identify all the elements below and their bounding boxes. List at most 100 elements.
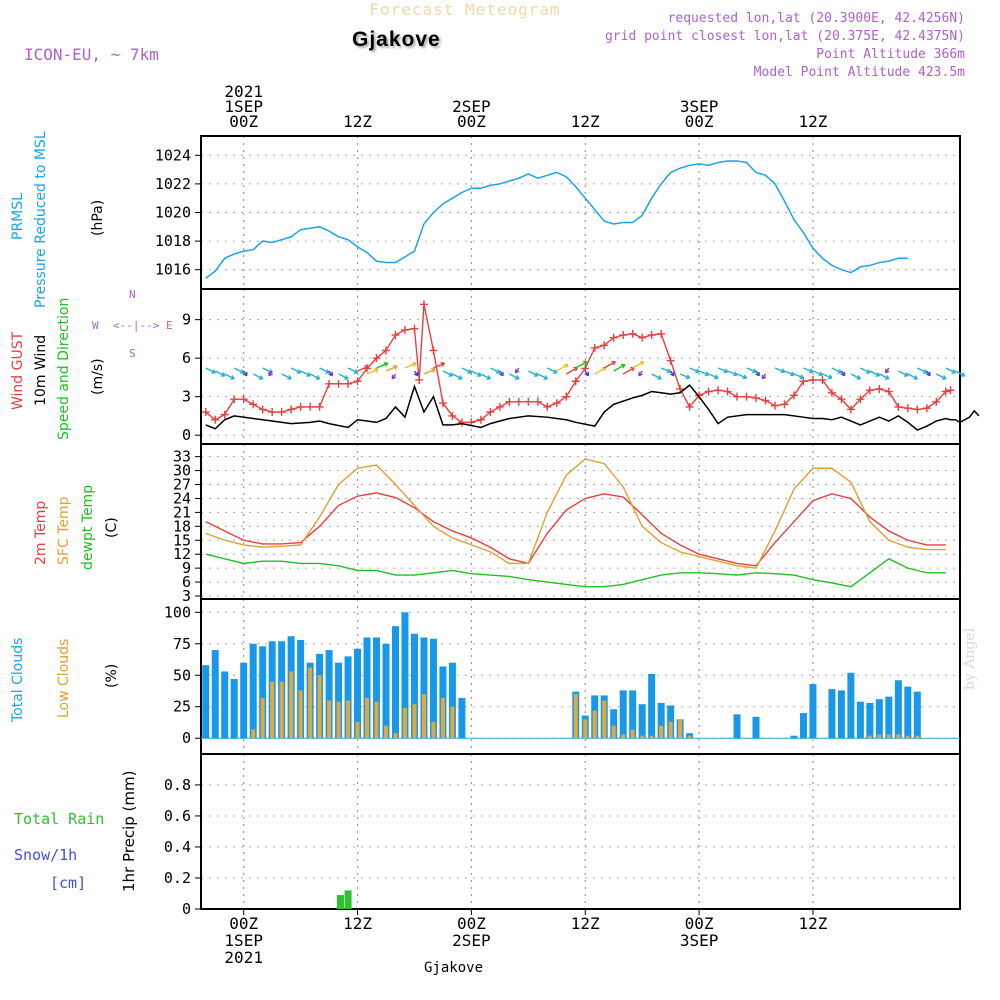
y-tick-label: 0.2 bbox=[164, 869, 191, 887]
total-cloud-bar bbox=[799, 713, 807, 739]
wind-direction-arrowhead bbox=[296, 369, 302, 374]
wind-gust-point bbox=[344, 379, 353, 388]
low-cloud-bar bbox=[640, 735, 645, 739]
wind-direction-arrowhead bbox=[391, 374, 397, 380]
wind-direction-arrowhead bbox=[620, 363, 626, 369]
wind-direction-arrow bbox=[898, 370, 909, 377]
wind-gust-point bbox=[419, 300, 428, 309]
wind-gust-point bbox=[827, 388, 836, 397]
low-cloud-bar bbox=[583, 719, 588, 739]
wind-direction-arrowhead bbox=[239, 369, 245, 374]
wind-gust-point bbox=[315, 402, 324, 411]
low-cloud-bar bbox=[374, 701, 379, 739]
wind-gust-point bbox=[780, 400, 789, 409]
compass-s: S bbox=[129, 347, 136, 360]
wind-gust-point bbox=[552, 399, 561, 408]
wind-direction-arrowhead bbox=[325, 369, 330, 374]
wind-direction-arrowhead bbox=[742, 374, 748, 380]
wind-direction-arrow bbox=[679, 373, 690, 379]
wind-gust-point bbox=[619, 331, 628, 340]
wind-gust-point bbox=[353, 377, 362, 386]
wind-gust-point bbox=[865, 386, 874, 395]
wind-direction-arrow bbox=[376, 362, 388, 369]
wind-direction-arrow bbox=[660, 367, 672, 373]
wind-direction-arrow bbox=[812, 370, 823, 376]
y-tick-label: 21 bbox=[173, 503, 191, 521]
wind-gust-point bbox=[476, 415, 485, 424]
low-cloud-bar bbox=[251, 729, 256, 739]
wind-direction-arrow bbox=[290, 367, 302, 374]
wind-gust-point bbox=[268, 408, 277, 417]
total-cloud-bar bbox=[837, 690, 845, 739]
wind-direction-arrowhead bbox=[755, 371, 760, 377]
wind-gust-point bbox=[495, 402, 504, 411]
total-cloud-bar bbox=[221, 671, 229, 739]
y-tick-label: 3 bbox=[182, 587, 191, 605]
wind-direction-arrow bbox=[907, 373, 918, 380]
time-label-bottom: 2021 bbox=[224, 948, 263, 967]
low-cloud-bar bbox=[668, 721, 673, 739]
time-label-bottom: 00Z bbox=[229, 914, 258, 933]
wind-direction-arrowhead bbox=[220, 372, 226, 377]
low-cloud-bar bbox=[592, 710, 597, 739]
low-cloud-bar bbox=[649, 735, 654, 739]
wind-gust-point bbox=[752, 393, 761, 402]
wind-direction-arrowhead bbox=[584, 371, 590, 377]
wind-direction-arrow bbox=[404, 362, 417, 369]
y-tick-label: 24 bbox=[173, 489, 191, 507]
total-cloud-bar bbox=[344, 656, 352, 739]
wind-direction-arrow bbox=[575, 360, 588, 369]
wind-gust-point bbox=[533, 397, 542, 406]
low-cloud-bar bbox=[412, 704, 417, 739]
wind-gust-point bbox=[761, 396, 770, 405]
low-cloud-bar bbox=[867, 735, 872, 739]
low-cloud-bar bbox=[402, 708, 407, 739]
wind-direction-arrowhead bbox=[809, 368, 814, 374]
y-tick-label: 0 bbox=[182, 426, 191, 444]
wind-direction-arrow bbox=[860, 367, 871, 374]
wind-gust-point bbox=[505, 397, 514, 406]
wind-direction-arrow bbox=[708, 373, 719, 379]
wind-direction-arrow bbox=[423, 368, 436, 375]
wind-direction-arrowhead bbox=[413, 371, 419, 377]
total-cloud-bar bbox=[335, 662, 343, 739]
total-cloud-bar bbox=[894, 680, 902, 739]
wind-direction-arrow bbox=[945, 367, 956, 374]
y-tick-label: 25 bbox=[173, 698, 191, 716]
y-tick-label: 9 bbox=[182, 311, 191, 329]
wind-direction-arrow bbox=[565, 366, 578, 375]
time-label-bottom: 00Z bbox=[457, 914, 486, 933]
y-tick-label: 27 bbox=[173, 476, 191, 494]
time-label-top: 00Z bbox=[685, 112, 714, 131]
wind-gust-point bbox=[220, 410, 229, 419]
temp-2m-line bbox=[205, 492, 946, 567]
total-cloud-bar bbox=[354, 648, 362, 739]
low-cloud-bar bbox=[896, 734, 901, 739]
wind-direction-arrow bbox=[461, 367, 472, 374]
wind-gust-point bbox=[211, 415, 220, 424]
wind-direction-arrow bbox=[603, 360, 616, 369]
wind-direction-arrowhead bbox=[495, 369, 501, 374]
wind-direction-arrow bbox=[831, 367, 842, 374]
wind-gust-point bbox=[742, 392, 751, 401]
wind-direction-arrow bbox=[689, 367, 700, 373]
wind-direction-arrowhead bbox=[884, 375, 890, 380]
low-cloud-bar bbox=[317, 675, 322, 739]
y-tick-label: 9 bbox=[182, 559, 191, 577]
time-label-top: 12Z bbox=[343, 112, 372, 131]
wind-direction-arrowhead bbox=[865, 369, 871, 374]
wind-gust-point bbox=[457, 418, 466, 427]
wind-direction-arrowhead bbox=[685, 374, 691, 380]
temp-dew-line bbox=[205, 553, 946, 588]
wind-gust-point bbox=[382, 346, 391, 355]
wind-direction-arrowhead bbox=[875, 372, 881, 377]
wind-direction-arrow bbox=[632, 360, 645, 369]
snow-unit-label: [cm] bbox=[50, 874, 87, 892]
time-label-top: 00Z bbox=[229, 112, 258, 131]
total-cloud-bar bbox=[249, 643, 257, 739]
wind-direction-arrowhead bbox=[552, 369, 558, 374]
y-tick-label: 50 bbox=[173, 666, 191, 684]
wind-10m-line bbox=[205, 384, 980, 431]
y-tick-label: 0.8 bbox=[164, 776, 191, 794]
time-label-top: 12Z bbox=[571, 112, 600, 131]
